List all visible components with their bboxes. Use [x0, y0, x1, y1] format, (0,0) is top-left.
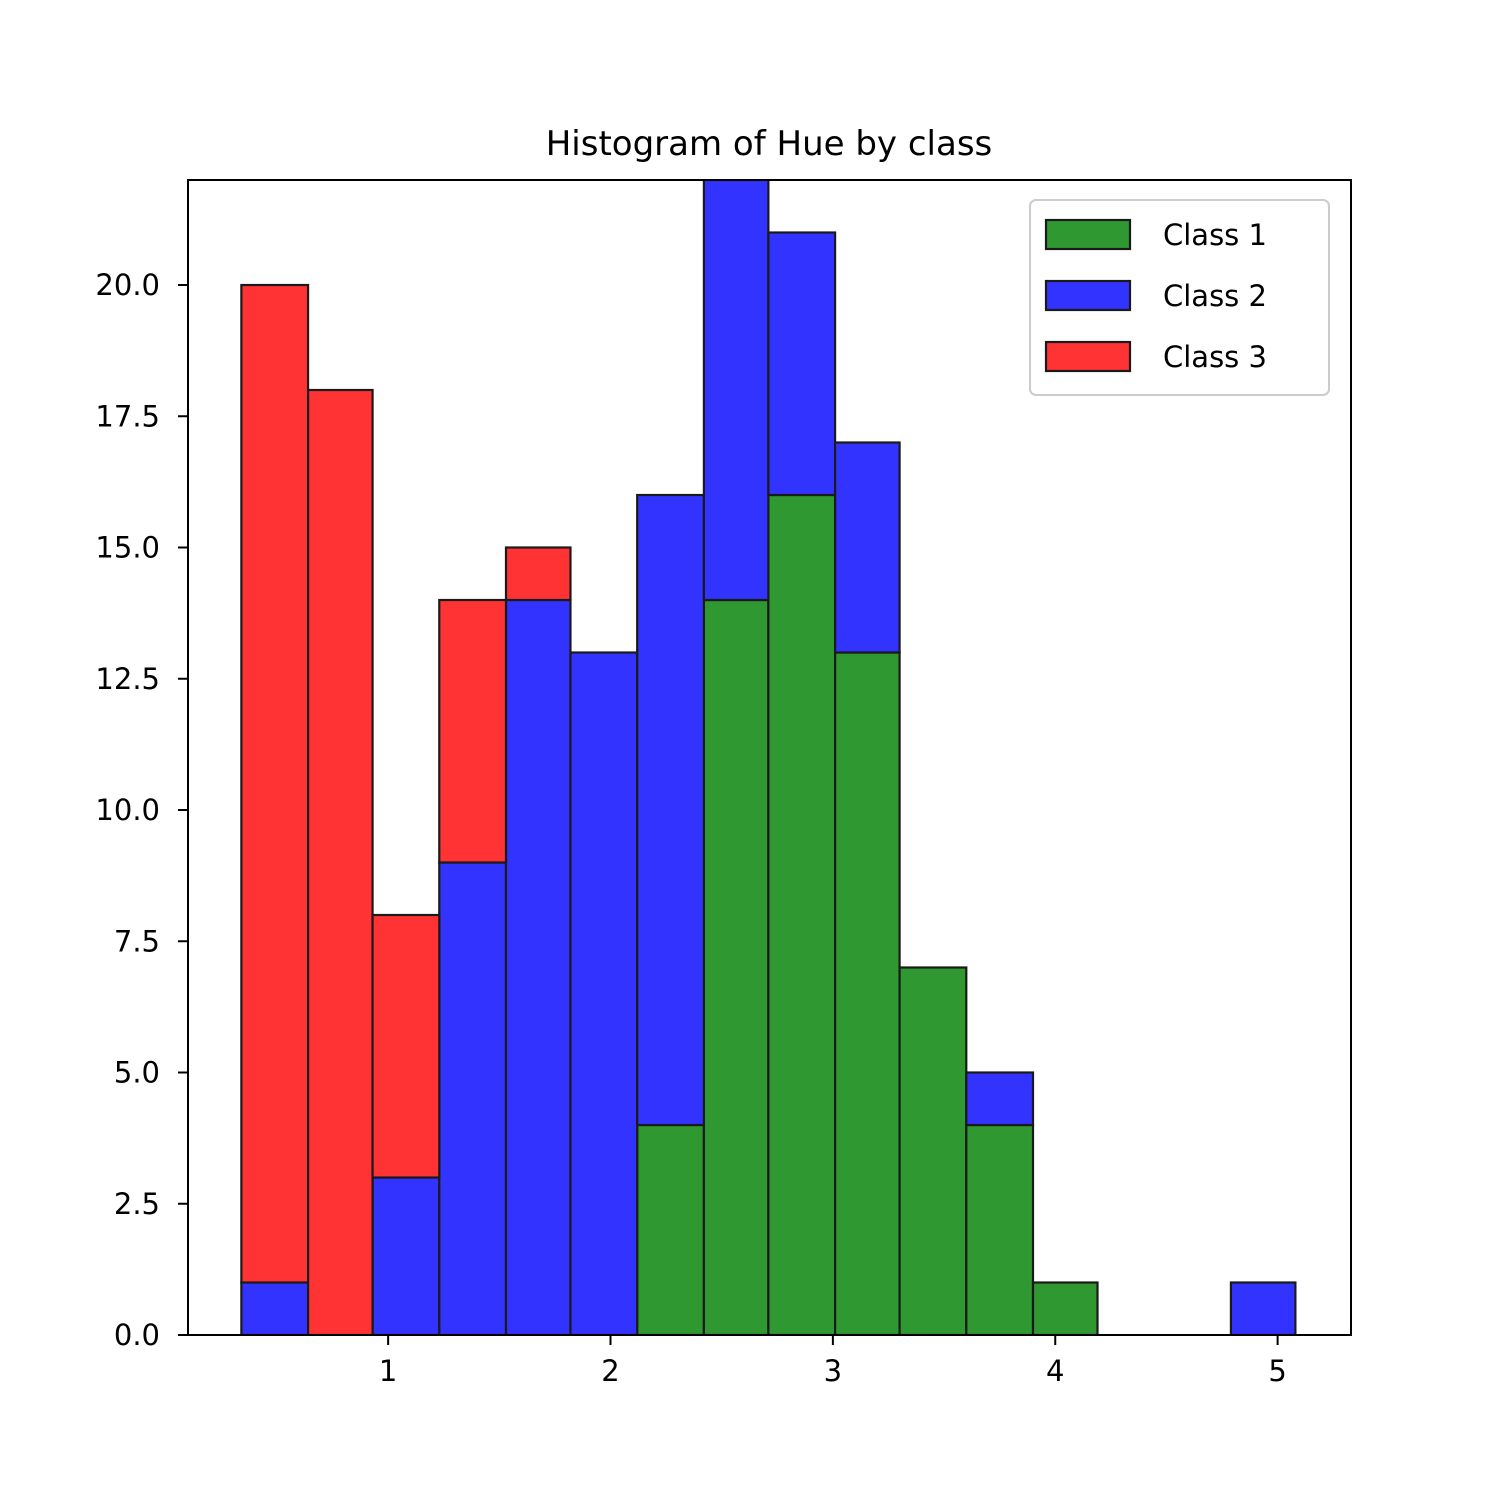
legend-label-class2: Class 2	[1163, 279, 1267, 313]
bar-class1-bin8	[702, 598, 770, 1335]
y-tick-label: 17.5	[95, 399, 160, 433]
bar-class3-bin1	[240, 283, 310, 1284]
y-tick-label: 12.5	[95, 662, 160, 696]
x-tick-label: 5	[1268, 1354, 1286, 1388]
bar-class2-bin4	[438, 861, 508, 1335]
y-tick-label: 5.0	[114, 1056, 160, 1090]
y-tick-label: 10.0	[95, 793, 160, 827]
legend-swatch-class1	[1044, 218, 1132, 251]
y-tick-label: 15.0	[95, 531, 160, 565]
y-tick-label: 2.5	[114, 1187, 160, 1221]
legend: Class 1 Class 2 Class 3	[1029, 199, 1330, 396]
x-tick-label: 2	[601, 1354, 619, 1388]
bar-class2-bin9	[767, 231, 837, 497]
bar-class2-bin3	[371, 1176, 441, 1335]
bars-group	[240, 180, 1297, 1335]
bar-class1-bin7	[636, 1123, 706, 1335]
y-tick-label: 7.5	[114, 924, 160, 958]
y-tick-label: 20.0	[95, 268, 160, 302]
legend-swatch-class2	[1044, 279, 1132, 312]
bar-class3-bin5	[504, 546, 572, 602]
bar-class1-bin12	[965, 1123, 1035, 1335]
legend-label-class1: Class 1	[1163, 218, 1267, 252]
x-tick-label: 1	[379, 1354, 397, 1388]
bar-class1-bin11	[898, 966, 968, 1335]
bar-class2-bin6	[569, 651, 639, 1335]
bar-class1-bin9	[767, 493, 837, 1335]
bar-class2-bin7	[636, 493, 706, 1127]
bar-class2-bin12	[965, 1071, 1035, 1127]
x-axis-ticks: 1 2 3 4 5	[379, 1335, 1287, 1388]
bar-class3-bin2	[306, 388, 374, 1335]
axes-frame	[187, 179, 1352, 1336]
x-tick-label: 4	[1046, 1354, 1064, 1388]
bar-class2-bin8	[702, 180, 770, 602]
bar-class2-bin10	[833, 441, 901, 654]
bar-class1-bin10	[833, 651, 901, 1335]
y-axis-ticks: 0.0 2.5 5.0 7.5 10.0 12.5 15.0 17.5 20.0	[95, 268, 188, 1352]
legend-label-class3: Class 3	[1163, 340, 1267, 374]
bar-class3-bin4	[438, 598, 508, 864]
bar-class3-bin3	[371, 913, 441, 1179]
x-tick-label: 3	[824, 1354, 842, 1388]
y-tick-label: 0.0	[114, 1318, 160, 1352]
bar-class2-bin1	[240, 1281, 310, 1335]
bar-class2-bin5	[504, 598, 572, 1335]
bar-class2-bin16	[1229, 1281, 1297, 1335]
chart-title: Histogram of Hue by class	[546, 124, 993, 164]
legend-swatch-class3	[1044, 340, 1132, 373]
bar-class1-bin13	[1031, 1281, 1099, 1335]
